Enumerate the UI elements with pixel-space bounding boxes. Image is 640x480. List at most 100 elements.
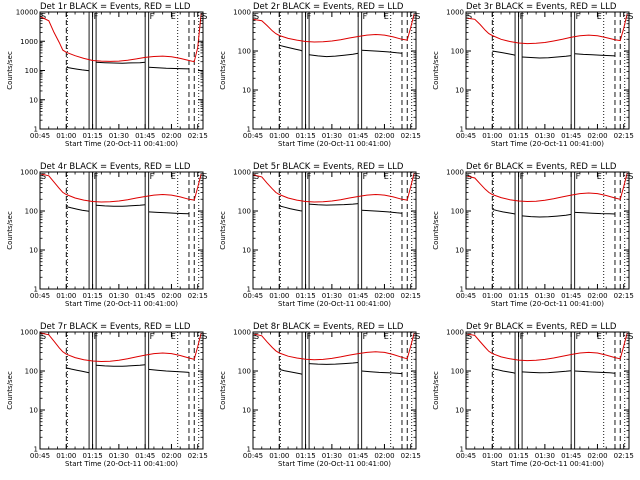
event-marker-s: S bbox=[41, 332, 46, 341]
x-tick-label: 00:45 bbox=[456, 132, 476, 140]
x-tick-label: 01:15 bbox=[295, 452, 315, 460]
y-axis-label: Counts/sec bbox=[432, 51, 440, 90]
events-series-line bbox=[96, 61, 146, 64]
x-tick-label: 01:15 bbox=[82, 452, 102, 460]
event-marker-e: E bbox=[384, 12, 389, 21]
event-marker-f: F bbox=[520, 332, 525, 341]
event-marker-s: S bbox=[467, 332, 472, 341]
y-tick-label: 100 bbox=[25, 67, 38, 75]
x-axis-label: Start Time (20-Oct-11 00:41:00) bbox=[491, 140, 604, 148]
y-axis-label: Counts/sec bbox=[219, 51, 227, 90]
x-tick-label: 01:15 bbox=[508, 132, 528, 140]
events-series-line bbox=[361, 370, 403, 375]
x-tick-label: 02:15 bbox=[614, 292, 634, 300]
panel-det-7: Det 7r BLACK = Events, RED = LLD Counts/s… bbox=[6, 322, 208, 468]
x-tick-label: 01:30 bbox=[109, 292, 129, 300]
event-marker-f: F bbox=[150, 12, 155, 21]
y-tick-label: 100 bbox=[451, 208, 464, 216]
y-tick-label: 100 bbox=[25, 208, 38, 216]
lld-series-line bbox=[252, 172, 415, 203]
y-axis-label: Counts/sec bbox=[432, 371, 440, 410]
y-tick-label: 1000 bbox=[20, 38, 38, 46]
x-tick-label: 01:00 bbox=[482, 292, 502, 300]
x-tick-label: 01:00 bbox=[56, 132, 76, 140]
x-tick-label: 02:15 bbox=[401, 452, 421, 460]
panel-title: Det 1r BLACK = Events, RED = LLD bbox=[40, 2, 191, 12]
x-tick-label: 01:30 bbox=[322, 452, 342, 460]
x-tick-label: 02:00 bbox=[161, 132, 181, 140]
y-tick-label: 1 bbox=[460, 286, 464, 294]
event-marker-f: F bbox=[520, 12, 525, 21]
x-tick-label: 00:45 bbox=[30, 452, 50, 460]
x-tick-label: 02:00 bbox=[161, 452, 181, 460]
x-tick-label: 02:00 bbox=[587, 132, 607, 140]
x-tick-label: 01:30 bbox=[535, 132, 555, 140]
event-marker-f: F bbox=[576, 172, 581, 181]
event-marker-e: E bbox=[171, 12, 176, 21]
event-marker-s: S bbox=[202, 332, 207, 341]
panel-det-2: Det 2r BLACK = Events, RED = LLD Counts/s… bbox=[219, 2, 421, 148]
panel-det-9: Det 9r BLACK = Events, RED = LLD Counts/s… bbox=[432, 322, 634, 468]
event-marker-e: E bbox=[597, 172, 602, 181]
x-tick-label: 01:30 bbox=[109, 132, 129, 140]
x-tick-label: 01:45 bbox=[348, 452, 368, 460]
events-series-line bbox=[522, 55, 572, 59]
event-marker-f: F bbox=[576, 12, 581, 21]
y-axis-label: Counts/sec bbox=[6, 211, 14, 250]
event-marker-e: E bbox=[597, 12, 602, 21]
plot-frame bbox=[252, 11, 417, 130]
events-series-line bbox=[361, 209, 403, 214]
panel-det-4: Det 4r BLACK = Events, RED = LLD Counts/s… bbox=[6, 162, 208, 308]
x-tick-label: 02:00 bbox=[374, 132, 394, 140]
panel-det-6: Det 6r BLACK = Events, RED = LLD Counts/s… bbox=[432, 162, 634, 308]
y-tick-label: 100 bbox=[238, 208, 251, 216]
events-series-line bbox=[522, 213, 572, 218]
event-marker-s: S bbox=[202, 12, 207, 21]
y-tick-label: 1000 bbox=[446, 329, 464, 337]
y-tick-label: 1 bbox=[247, 126, 251, 134]
y-tick-label: 100 bbox=[451, 48, 464, 56]
events-series-line bbox=[96, 204, 146, 207]
plot-frame bbox=[465, 171, 630, 290]
event-marker-e: E bbox=[384, 172, 389, 181]
plot-frame bbox=[465, 11, 630, 130]
events-series-line bbox=[574, 53, 616, 57]
y-tick-label: 1000 bbox=[446, 9, 464, 17]
y-tick-label: 10 bbox=[242, 407, 251, 415]
events-series-line bbox=[522, 370, 572, 374]
x-axis-label: Start Time (20-Oct-11 00:41:00) bbox=[278, 460, 391, 468]
event-marker-s: S bbox=[628, 332, 633, 341]
events-series-line bbox=[148, 66, 190, 70]
events-series-line bbox=[148, 211, 190, 215]
x-tick-label: 01:45 bbox=[561, 132, 581, 140]
events-series-line bbox=[279, 205, 303, 212]
y-tick-label: 10 bbox=[29, 96, 38, 104]
x-tick-label: 01:30 bbox=[535, 292, 555, 300]
event-marker-s: S bbox=[254, 172, 259, 181]
y-tick-label: 1000 bbox=[233, 169, 251, 177]
lld-series-line bbox=[252, 13, 415, 43]
panel-title: Det 6r BLACK = Events, RED = LLD bbox=[466, 162, 617, 172]
y-tick-label: 1 bbox=[247, 286, 251, 294]
events-series-line bbox=[96, 364, 146, 367]
x-tick-label: 02:15 bbox=[401, 132, 421, 140]
events-series-line bbox=[279, 44, 303, 52]
event-marker-e: E bbox=[171, 332, 176, 341]
events-series-line bbox=[361, 49, 403, 54]
event-marker-f: F bbox=[307, 332, 312, 341]
y-axis-label: Counts/sec bbox=[6, 371, 14, 410]
y-tick-label: 100 bbox=[451, 368, 464, 376]
plot-frame bbox=[465, 331, 630, 450]
y-tick-label: 100 bbox=[238, 368, 251, 376]
x-axis-label: Start Time (20-Oct-11 00:41:00) bbox=[491, 300, 604, 308]
x-tick-label: 01:15 bbox=[82, 132, 102, 140]
x-tick-label: 02:15 bbox=[188, 132, 208, 140]
x-axis-label: Start Time (20-Oct-11 00:41:00) bbox=[278, 140, 391, 148]
event-marker-s: S bbox=[254, 332, 259, 341]
x-tick-label: 01:30 bbox=[322, 292, 342, 300]
y-tick-label: 1 bbox=[34, 446, 38, 454]
x-tick-label: 01:30 bbox=[535, 452, 555, 460]
panel-det-1: Det 1r BLACK = Events, RED = LLD Counts/s… bbox=[6, 2, 208, 148]
events-series-line bbox=[66, 367, 90, 374]
event-marker-s: S bbox=[41, 172, 46, 181]
